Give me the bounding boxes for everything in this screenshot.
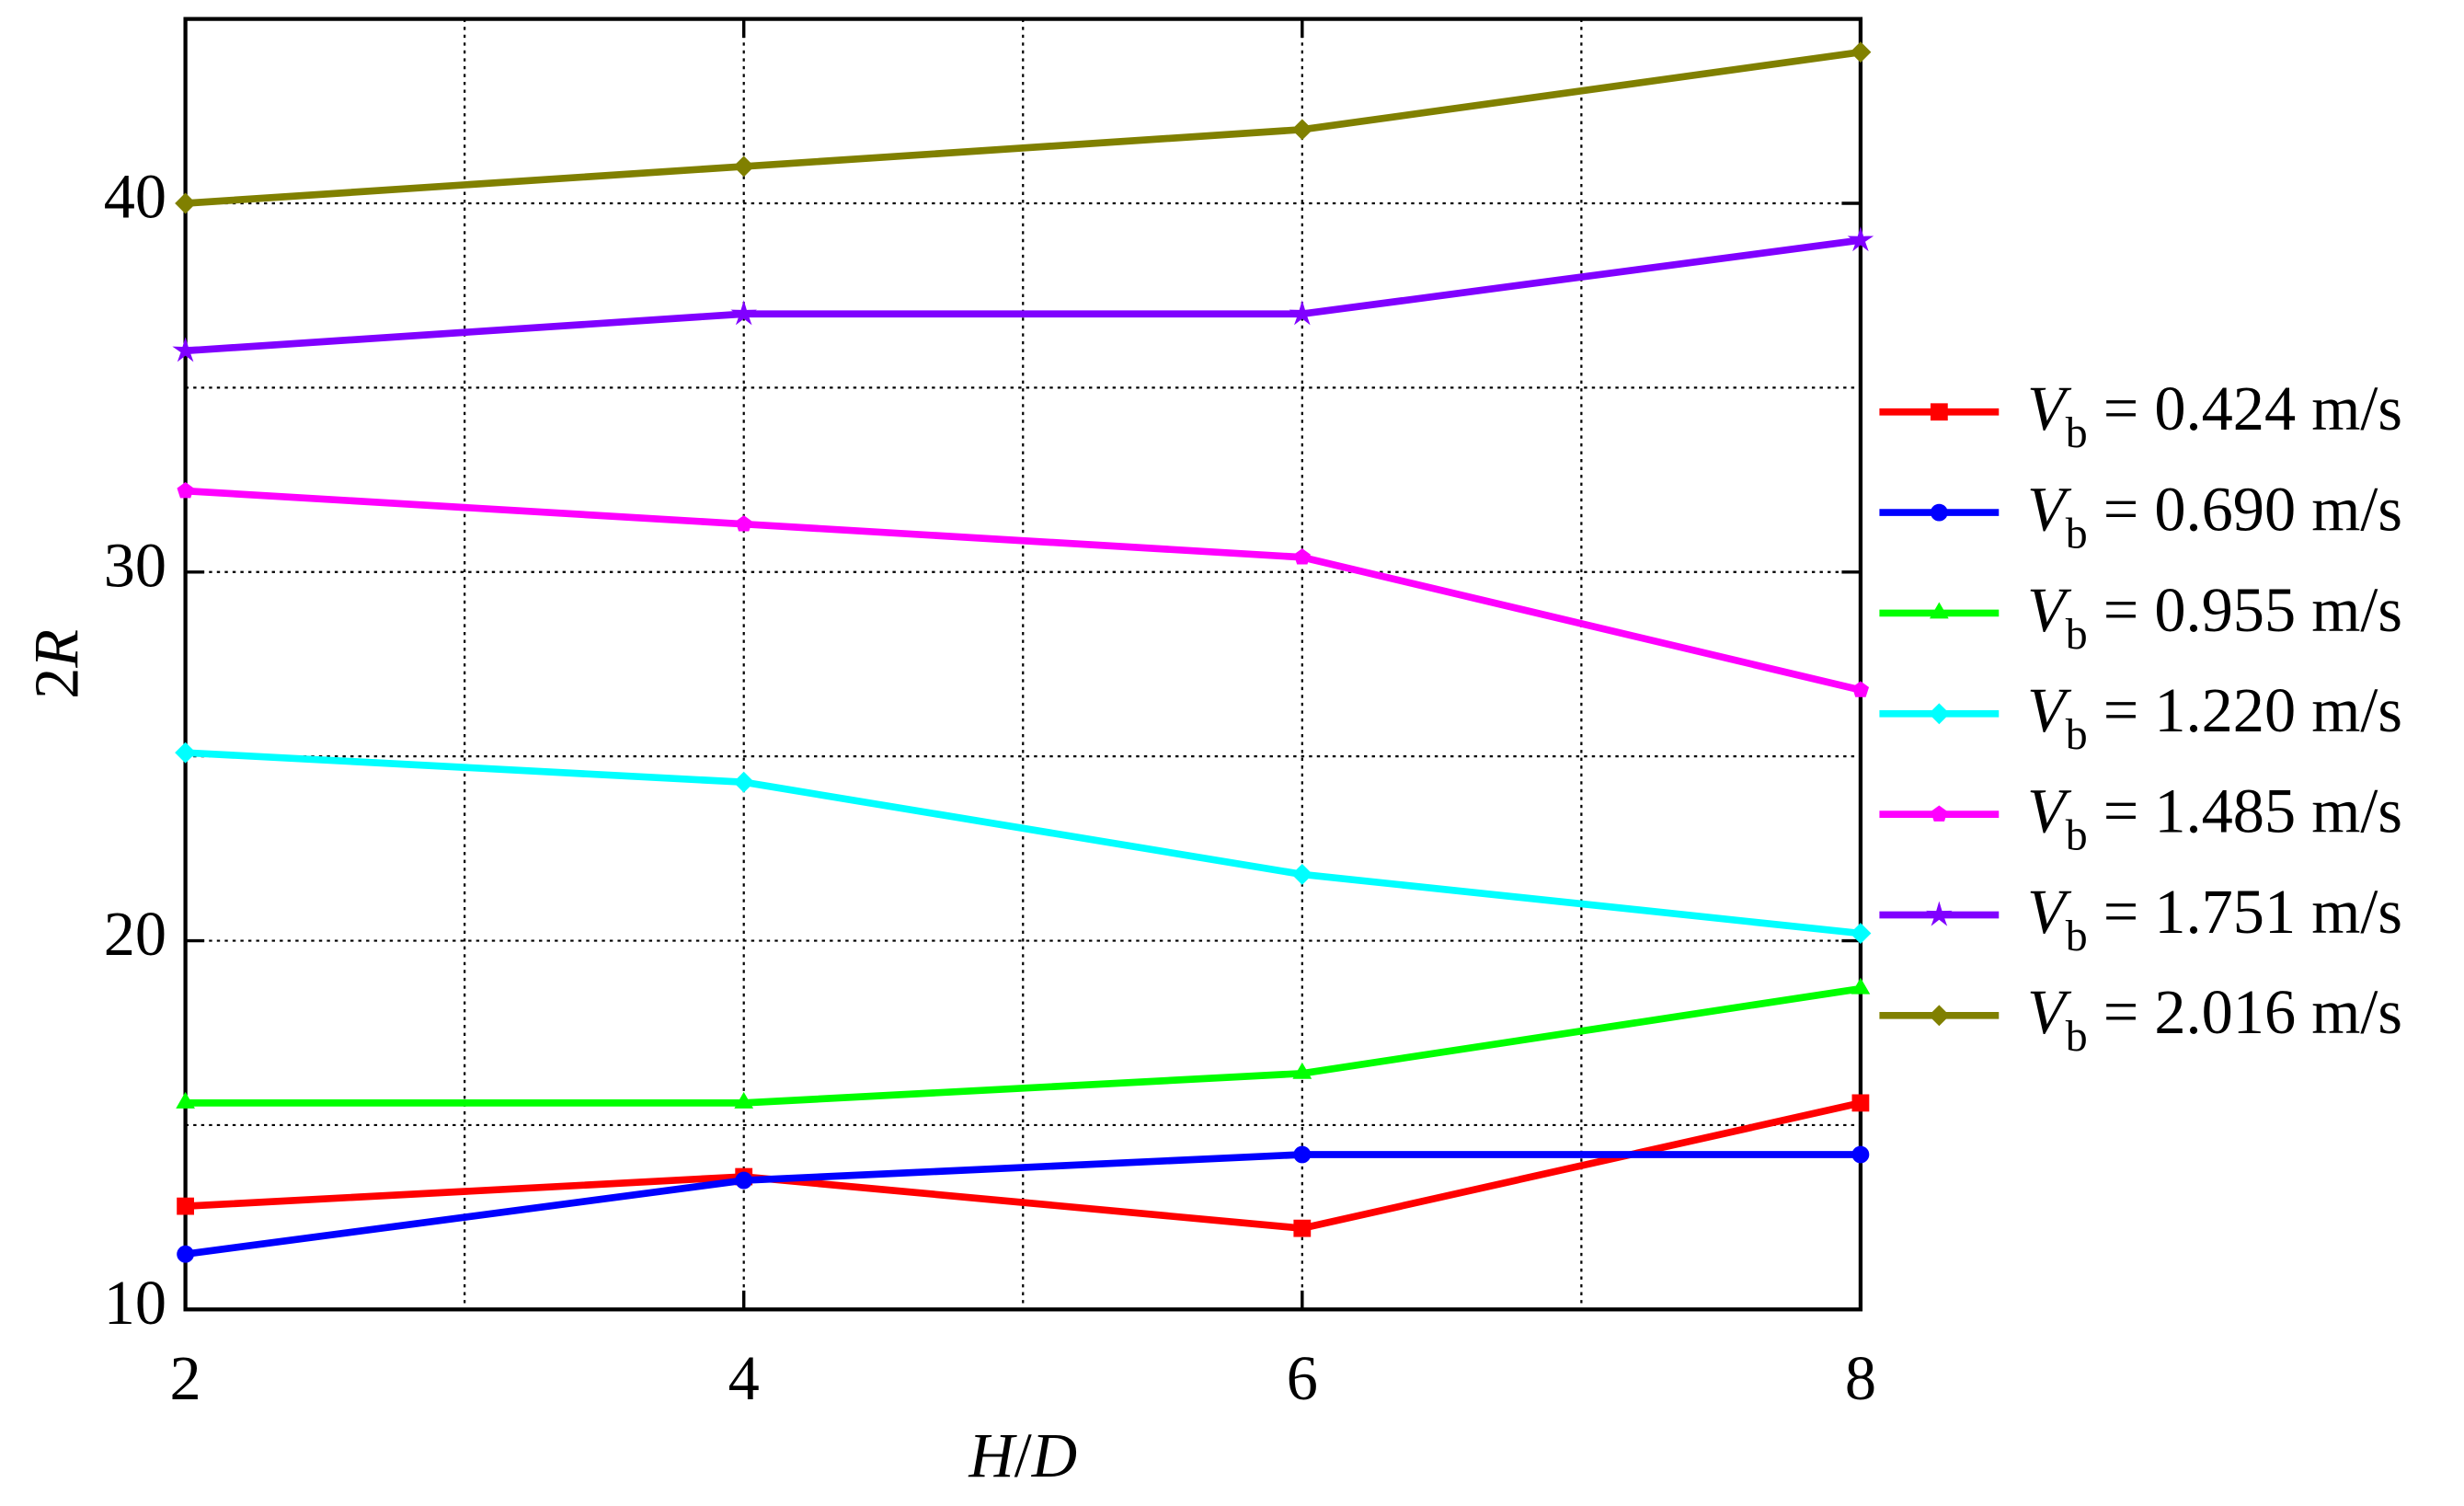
- marker: [1847, 226, 1874, 252]
- data-line: [185, 1151, 1861, 1259]
- x-tick-label: 8: [1845, 1343, 1876, 1413]
- marker: [176, 1091, 195, 1109]
- legend-label: Vb = 0.690 m/s: [2027, 474, 2402, 558]
- marker: [735, 515, 752, 532]
- marker: [1851, 977, 1871, 994]
- x-axis-label: H/D: [968, 1420, 1077, 1490]
- x-tick-label: 4: [728, 1343, 760, 1413]
- data-line: [185, 749, 1862, 937]
- y-tick-label: 40: [104, 162, 166, 232]
- y-axis-label: 2R: [21, 629, 91, 699]
- data-line: [185, 487, 1862, 694]
- marker: [177, 1197, 195, 1215]
- marker: [1292, 1062, 1312, 1079]
- plot-frame: [183, 17, 1863, 1312]
- marker: [175, 192, 197, 214]
- data-line: [185, 984, 1862, 1107]
- marker: [1850, 41, 1872, 63]
- marker: [1291, 863, 1313, 885]
- marker: [172, 337, 199, 362]
- marker: [1928, 703, 1950, 725]
- marker: [734, 1091, 754, 1109]
- marker: [1851, 1145, 1870, 1164]
- marker: [1850, 923, 1872, 944]
- y-tick-label: 30: [104, 530, 166, 600]
- marker: [177, 482, 194, 499]
- legend-label: Vb = 1.220 m/s: [2027, 675, 2402, 759]
- legend-label: Vb = 0.424 m/s: [2027, 374, 2402, 457]
- y-tick-label: 20: [104, 899, 166, 969]
- legend-label: Vb = 1.751 m/s: [2027, 877, 2402, 960]
- marker: [733, 771, 755, 793]
- marker: [730, 300, 757, 326]
- data-line: [185, 48, 1862, 207]
- data-line: [185, 1099, 1862, 1232]
- marker: [177, 1245, 195, 1263]
- marker: [1293, 1145, 1312, 1164]
- marker: [1291, 119, 1313, 141]
- marker: [1929, 602, 1949, 619]
- legend-label: Vb = 1.485 m/s: [2027, 776, 2402, 859]
- marker: [733, 155, 755, 178]
- marker: [1293, 1219, 1312, 1237]
- marker: [1928, 1005, 1950, 1027]
- marker: [1930, 403, 1948, 421]
- marker: [735, 1171, 753, 1190]
- marker: [1926, 901, 1953, 926]
- marker: [1293, 548, 1311, 565]
- legend-label: Vb = 2.016 m/s: [2027, 977, 2402, 1061]
- marker: [1931, 805, 1948, 822]
- marker: [1851, 1094, 1870, 1112]
- marker: [175, 742, 197, 764]
- x-tick-label: 2: [170, 1343, 201, 1413]
- data-line: [185, 236, 1862, 355]
- x-tick-label: 6: [1287, 1343, 1318, 1413]
- marker: [1851, 681, 1870, 697]
- legend-label: Vb = 0.955 m/s: [2027, 575, 2402, 659]
- marker: [1930, 503, 1948, 522]
- marker: [1289, 300, 1316, 326]
- y-tick-label: 10: [104, 1268, 166, 1338]
